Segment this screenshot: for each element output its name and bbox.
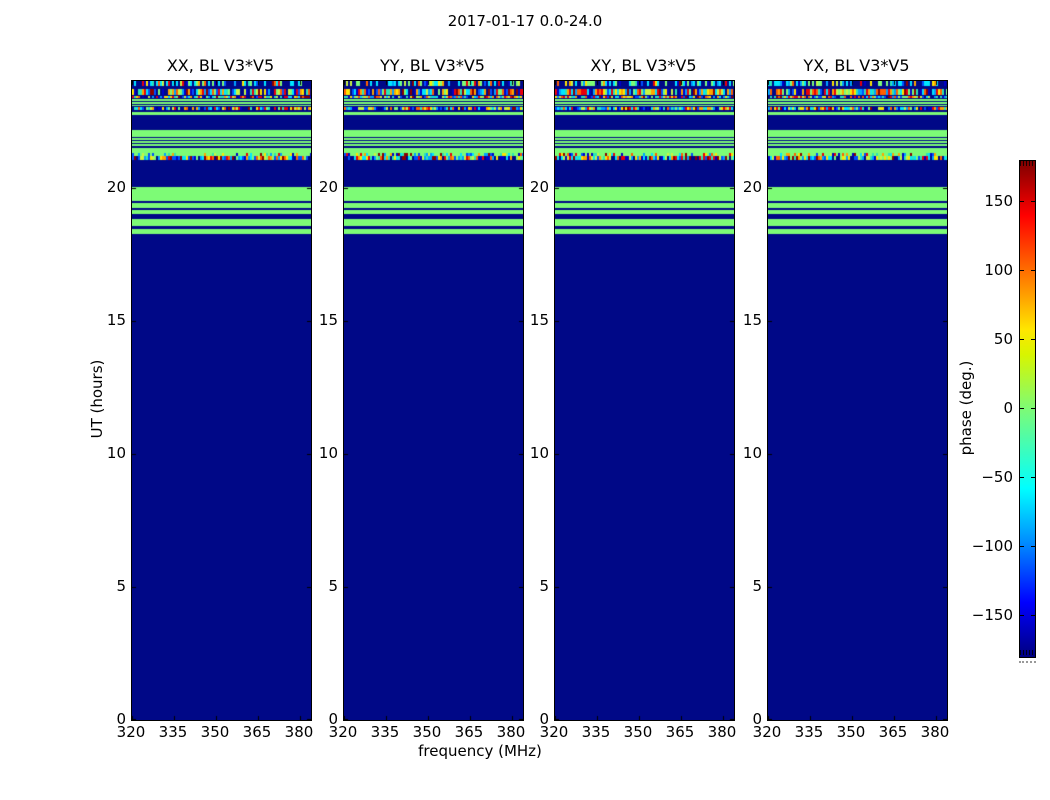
heatmap-panel-yx [767, 80, 948, 721]
y-tick-label: 5 [116, 577, 126, 595]
colorbar-tick [1031, 615, 1035, 616]
subplot-title: XY, BL V3*V5 [590, 56, 697, 75]
x-tick-label: 380 [496, 723, 526, 741]
x-tick-label: 380 [920, 723, 950, 741]
colorbar-tick-label: 100 [984, 261, 1013, 279]
x-tick-label: 335 [794, 723, 824, 741]
y-tick-label: 5 [328, 577, 338, 595]
colorbar-tick-label: −50 [981, 468, 1013, 486]
y-tick-label: 15 [742, 311, 762, 329]
figure-title: 2017-01-17 0.0-24.0 [447, 12, 603, 30]
y-tick-label: 5 [539, 577, 549, 595]
x-tick-label: 350 [200, 723, 230, 741]
heatmap-panel-yy [343, 80, 524, 721]
x-tick-label: 350 [623, 723, 653, 741]
heatmap-panel-xy [554, 80, 735, 721]
y-tick-label: 20 [529, 178, 549, 196]
colorbar-edge-hatch [1020, 650, 1035, 655]
colorbar-tick [1031, 408, 1035, 409]
y-axis-label: UT (hours) [88, 359, 106, 439]
colorbar-gradient [1019, 160, 1036, 658]
x-tick-label: 320 [539, 723, 569, 741]
y-tick-label: 0 [328, 710, 338, 728]
y-tick-label: 15 [529, 311, 549, 329]
colorbar-tick [1020, 408, 1024, 409]
colorbar-tick [1020, 270, 1024, 271]
y-tick-label: 5 [752, 577, 762, 595]
x-axis-label: frequency (MHz) [418, 742, 542, 760]
colorbar-tick [1020, 201, 1024, 202]
x-tick-label: 365 [665, 723, 695, 741]
colorbar-tick [1031, 270, 1035, 271]
x-tick-label: 320 [328, 723, 358, 741]
x-tick-label: 320 [752, 723, 782, 741]
subplot-title: XX, BL V3*V5 [166, 56, 275, 75]
x-tick-label: 365 [878, 723, 908, 741]
colorbar-tick [1020, 615, 1024, 616]
heatmap-canvas [768, 81, 947, 720]
x-tick-label: 335 [158, 723, 188, 741]
x-tick-label: 365 [454, 723, 484, 741]
y-tick-label: 20 [106, 178, 126, 196]
colorbar-tick-label: 150 [984, 192, 1013, 210]
subplot-title: YY, BL V3*V5 [380, 56, 485, 75]
y-tick-label: 15 [106, 311, 126, 329]
colorbar-bottom-dots [1019, 661, 1036, 663]
colorbar-tick-label: −100 [971, 537, 1013, 555]
x-tick-label: 365 [242, 723, 272, 741]
heatmap-canvas [344, 81, 523, 720]
colorbar-tick [1031, 339, 1035, 340]
colorbar-tick-label: −150 [971, 606, 1013, 624]
colorbar-tick [1031, 546, 1035, 547]
y-tick-label: 10 [742, 444, 762, 462]
x-tick-label: 350 [836, 723, 866, 741]
x-tick-label: 380 [284, 723, 314, 741]
x-tick-label: 335 [581, 723, 611, 741]
y-tick-label: 0 [752, 710, 762, 728]
colorbar-tick [1031, 201, 1035, 202]
colorbar-tick-label: 0 [1003, 399, 1013, 417]
x-tick-label: 350 [412, 723, 442, 741]
y-tick-label: 20 [318, 178, 338, 196]
colorbar-tick [1020, 546, 1024, 547]
colorbar-tick-label: 50 [993, 330, 1013, 348]
y-tick-label: 10 [318, 444, 338, 462]
y-tick-label: 15 [318, 311, 338, 329]
subplot-title: YX, BL V3*V5 [803, 56, 910, 75]
x-tick-label: 380 [707, 723, 737, 741]
colorbar-tick [1020, 339, 1024, 340]
heatmap-panel-xx [131, 80, 312, 721]
colorbar-tick [1020, 477, 1024, 478]
y-tick-label: 20 [742, 178, 762, 196]
y-tick-label: 10 [529, 444, 549, 462]
heatmap-canvas [555, 81, 734, 720]
colorbar-tick [1031, 477, 1035, 478]
x-tick-label: 320 [116, 723, 146, 741]
x-tick-label: 335 [370, 723, 400, 741]
y-tick-label: 0 [539, 710, 549, 728]
heatmap-canvas [132, 81, 311, 720]
y-tick-label: 0 [116, 710, 126, 728]
colorbar-edge-hatch [1020, 161, 1035, 166]
y-tick-label: 10 [106, 444, 126, 462]
